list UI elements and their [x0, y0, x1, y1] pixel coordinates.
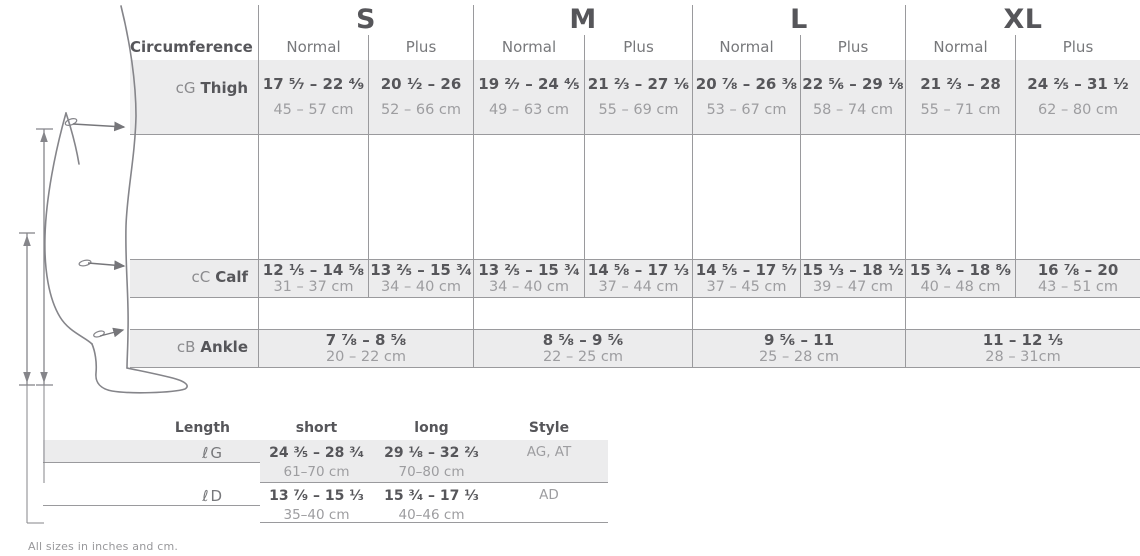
size-header-s: S: [258, 5, 473, 35]
lg-symbol: ℓ: [202, 444, 209, 462]
thigh-l-plus-cell: 22 ⁵⁄₆ – 29 ¹⁄₈ 58 – 74 cm: [800, 60, 905, 135]
lg-long-cell: 29 ¹⁄₈ – 32 ²⁄₃ 70–80 cm: [373, 440, 490, 483]
ld-style-cell: AD: [490, 483, 608, 523]
spacer-cell: [258, 135, 368, 260]
calf-xl-plus-cell: 16 ⁷⁄₈ – 20 43 – 51 cm: [1015, 260, 1140, 298]
lg-style-value: AG, AT: [526, 444, 572, 460]
thigh-m-plus-cell: 21 ²⁄₃ – 27 ¹⁄₆ 55 – 69 cm: [584, 60, 692, 135]
size-header-m: M: [473, 5, 692, 35]
length-table: Length short long Style ℓ G 24 ³⁄₅ – 28 …: [43, 418, 608, 523]
thigh-measure-name: Thigh: [200, 79, 248, 97]
calf-arrow-icon: [87, 260, 126, 271]
ankle-point-icon: [93, 330, 105, 338]
short-header: short: [295, 420, 338, 436]
fit-header-m-plus: Plus: [584, 35, 692, 60]
spacer-cell: [800, 298, 905, 330]
fit-header-l-normal: Normal: [692, 35, 800, 60]
circumference-table: S M L XL Circumference Normal Plus Norma…: [130, 5, 1140, 368]
footnote: All sizes in inches and cm.: [28, 540, 179, 553]
ld-measure-icon: [19, 232, 44, 524]
thigh-s-normal-cell: 17 ⁵⁄₇ – 22 ⁴⁄₉ 45 – 57 cm: [258, 60, 368, 135]
thigh-m-normal-cell: 19 ²⁄₇ – 24 ⁴⁄₅ 49 – 63 cm: [473, 60, 584, 135]
fit-header-m-normal: Normal: [473, 35, 584, 60]
fit-header-xl-normal: Normal: [905, 35, 1015, 60]
ld-letter: D: [210, 487, 222, 505]
spacer-cell: [130, 298, 258, 330]
calf-xl-normal-cell: 15 ³⁄₄ – 18 ⁸⁄₉ 40 – 48 cm: [905, 260, 1015, 298]
calf-measure-code: cC: [191, 268, 211, 286]
thigh-s-plus-cell: 20 ¹⁄₂ – 26 52 – 66 cm: [368, 60, 473, 135]
lg-short-cell: 24 ³⁄₅ – 28 ³⁄₄ 61–70 cm: [260, 440, 373, 483]
thigh-xl-normal-cell: 21 ²⁄₃ – 28 55 – 71 cm: [905, 60, 1015, 135]
size-header-l: L: [692, 5, 905, 35]
calf-m-plus-cell: 14 ⁵⁄₈ – 17 ¹⁄₃ 37 – 44 cm: [584, 260, 692, 298]
spacer-cell: [584, 298, 692, 330]
fit-header-xl-plus: Plus: [1015, 35, 1140, 60]
row-pointer-arrows: [72, 121, 126, 338]
thigh-point-icon: [64, 118, 78, 126]
ankle-measure-name: Ankle: [200, 338, 248, 356]
spacer-cell: [473, 298, 584, 330]
row-label-lg: ℓ G: [43, 440, 260, 463]
calf-l-plus-cell: 15 ¹⁄₃ – 18 ¹⁄₂ 39 – 47 cm: [800, 260, 905, 298]
circumference-label: Circumference: [130, 38, 253, 56]
thigh-arrow-icon: [72, 121, 126, 132]
spacer-cell: [1015, 298, 1140, 330]
calf-l-normal-cell: 14 ⁵⁄₅ – 17 ⁵⁄₇ 37 – 45 cm: [692, 260, 800, 298]
fit-header-s-plus: Plus: [368, 35, 473, 60]
size-header-xl: XL: [905, 5, 1140, 35]
ankle-l-cell: 9 ⁵⁄₆ – 11 25 – 28 cm: [692, 330, 905, 368]
spacer-cell: [368, 135, 473, 260]
ankle-measure-code: cB: [176, 338, 196, 356]
lg-letter: G: [210, 444, 222, 462]
calf-m-normal-cell: 13 ²⁄₅ – 15 ³⁄₄ 34 – 40 cm: [473, 260, 584, 298]
calf-point-icon: [78, 259, 92, 267]
spacer-cell: [368, 298, 473, 330]
ld-long-cell: 15 ³⁄₄ – 17 ¹⁄₃ 40–46 cm: [373, 483, 490, 523]
long-header: long: [414, 420, 449, 436]
ankle-m-cell: 8 ⁵⁄₈ – 9 ⁵⁄₆ 22 – 25 cm: [473, 330, 692, 368]
spacer-cell: [258, 298, 368, 330]
row-label-calf: cC Calf: [130, 260, 258, 298]
spacer-cell: [473, 135, 584, 260]
row-label-ld: ℓ D: [43, 483, 260, 506]
spacer-cell: [905, 298, 1015, 330]
spacer-cell: [692, 298, 800, 330]
spacer-cell: [130, 135, 258, 260]
ankle-s-cell: 7 ⁷⁄₈ – 8 ⁵⁄₈ 20 – 22 cm: [258, 330, 473, 368]
fit-header-s-normal: Normal: [258, 35, 368, 60]
spacer-cell: [800, 135, 905, 260]
calf-s-normal-cell: 12 ¹⁄₅ – 14 ⁵⁄₈ 31 – 37 cm: [258, 260, 368, 298]
calf-measure-name: Calf: [215, 268, 248, 286]
header-spacer: [130, 5, 258, 35]
spacer-cell: [905, 135, 1015, 260]
calf-s-plus-cell: 13 ²⁄₅ – 15 ³⁄₄ 34 – 40 cm: [368, 260, 473, 298]
spacer-cell: [692, 135, 800, 260]
ld-short-cell: 13 ⁷⁄₉ – 15 ¹⁄₃ 35–40 cm: [260, 483, 373, 523]
fit-header-l-plus: Plus: [800, 35, 905, 60]
row-label-ankle: cB Ankle: [130, 330, 258, 368]
lg-style-cell: AG, AT: [490, 440, 608, 483]
spacer-cell: [1015, 135, 1140, 260]
ld-style-value: AD: [539, 487, 559, 503]
ankle-xl-cell: 11 – 12 ¹⁄₅ 28 – 31cm: [905, 330, 1140, 368]
row-label-thigh: cG Thigh: [130, 60, 258, 135]
thigh-measure-code: cG: [175, 79, 196, 97]
thigh-l-normal-cell: 20 ⁷⁄₈ – 26 ³⁄₈ 53 – 67 cm: [692, 60, 800, 135]
ankle-arrow-icon: [99, 327, 125, 338]
style-header: Style: [528, 420, 570, 436]
spacer-cell: [584, 135, 692, 260]
thigh-xl-plus-cell: 24 ²⁄₅ – 31 ¹⁄₂ 62 – 80 cm: [1015, 60, 1140, 135]
length-header: Length: [174, 420, 230, 436]
measure-point-icons: [64, 118, 105, 338]
ld-symbol: ℓ: [202, 487, 209, 505]
